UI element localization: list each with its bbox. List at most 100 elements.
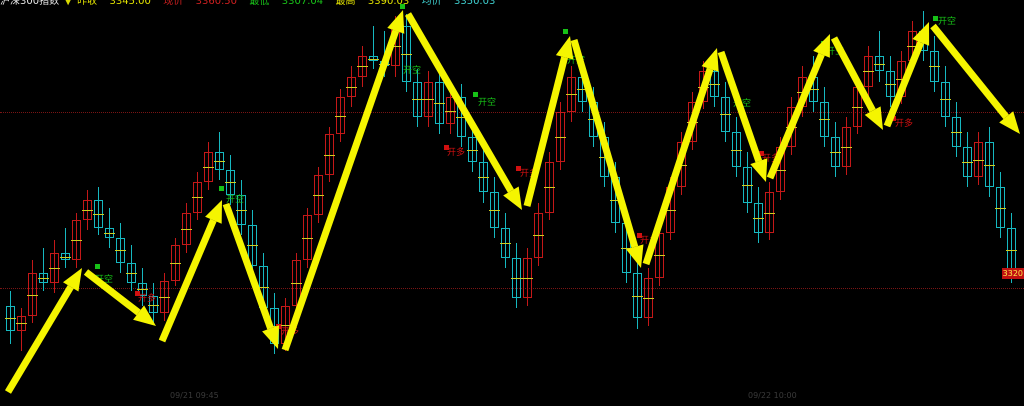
candle-wick xyxy=(384,31,385,77)
quote-value-4: 3350.03 xyxy=(453,0,496,7)
candle-body xyxy=(215,152,224,170)
candle-midline xyxy=(379,64,390,65)
signal-marker-short xyxy=(563,29,568,34)
quote-label-1: 现价 xyxy=(163,0,184,7)
candle-midline xyxy=(786,127,797,128)
candle-midline xyxy=(632,296,643,297)
candle-midline xyxy=(137,289,148,290)
candle-wick xyxy=(153,283,154,324)
time-axis: 09/21 09:45 09/22 10:00 xyxy=(0,389,1024,406)
candle-midline xyxy=(665,210,676,211)
candle-midline xyxy=(687,122,698,123)
signal-marker-long xyxy=(516,166,521,171)
candle-midline xyxy=(995,208,1006,209)
candle-midline xyxy=(148,305,159,306)
candle-midline xyxy=(247,245,258,246)
candle-midline xyxy=(423,99,434,100)
candle-midline xyxy=(346,87,357,88)
candle-midline xyxy=(544,187,555,188)
candle-body xyxy=(633,273,642,319)
candle-midline xyxy=(808,89,819,90)
candle-wick xyxy=(230,154,231,206)
candle-midline xyxy=(852,107,863,108)
candle-midline xyxy=(192,197,203,198)
candle-midline xyxy=(104,233,115,234)
signal-marker-short xyxy=(933,16,938,21)
symbol-name[interactable]: 沪深300指数 xyxy=(0,0,60,7)
candle-midline xyxy=(500,243,511,244)
candle-midline xyxy=(313,195,324,196)
candle-midline xyxy=(225,182,236,183)
candle-midline xyxy=(907,46,918,47)
candle-midline xyxy=(555,137,566,138)
candle-wick xyxy=(1011,212,1012,284)
candlestick-plot-area[interactable]: 开空 开多 开空 开多 开空 开空 开多 开多 开空 开多 开空 开多 开空 开多 开空 xyxy=(0,4,1024,389)
candle-midline xyxy=(599,157,610,158)
signal-label-short: 开空 xyxy=(403,66,422,76)
signal-marker-short xyxy=(821,41,826,46)
candle-midline xyxy=(797,92,808,93)
candle-midline xyxy=(940,99,951,100)
candle-midline xyxy=(731,150,742,151)
signal-marker-short xyxy=(473,92,478,97)
signal-label-long: 开多 xyxy=(895,119,914,129)
candle-wick xyxy=(494,177,495,238)
candle-midline xyxy=(49,268,60,269)
candle-wick xyxy=(98,187,99,236)
candle-wick xyxy=(54,240,55,294)
quote-label-0: 昨收 xyxy=(77,0,98,7)
candle-body xyxy=(743,167,752,203)
candle-midline xyxy=(643,298,654,299)
candle-midline xyxy=(577,89,588,90)
signal-marker-short xyxy=(728,77,733,82)
candle-wick xyxy=(648,268,649,326)
candle-midline xyxy=(753,218,764,219)
candle-wick xyxy=(978,131,979,185)
candle-midline xyxy=(1006,250,1017,251)
candle-midline xyxy=(962,162,973,163)
chevron-down-icon[interactable]: ▼ xyxy=(64,0,72,7)
candle-wick xyxy=(208,142,209,190)
candle-midline xyxy=(929,66,940,67)
candle-midline xyxy=(841,147,852,148)
candle-wick xyxy=(747,152,748,213)
signal-label-short: 开空 xyxy=(826,47,845,57)
quote-value-3: 3390.03 xyxy=(367,0,410,7)
candle-midline xyxy=(885,84,896,85)
candle-midline xyxy=(819,119,830,120)
candle-midline xyxy=(489,210,500,211)
candle-midline xyxy=(720,114,731,115)
candle-midline xyxy=(357,66,368,67)
candle-midline xyxy=(533,235,544,236)
candle-midline xyxy=(280,325,291,326)
candle-midline xyxy=(60,257,71,258)
candle-wick xyxy=(956,101,957,158)
candle-midline xyxy=(654,255,665,256)
axis-label-0: 09/21 09:45 xyxy=(170,391,219,400)
candle-body xyxy=(501,227,510,258)
candle-wick xyxy=(769,182,770,241)
quote-bar: 沪深300指数 ▼ 昨收 3345.00 现价 3360.50 最低 3307.… xyxy=(0,0,1024,11)
candle-body xyxy=(765,192,774,233)
candle-midline xyxy=(973,160,984,161)
candle-midline xyxy=(467,150,478,151)
signal-marker-short xyxy=(400,4,405,9)
candle-midline xyxy=(863,71,874,72)
signal-label-long: 开多 xyxy=(640,236,659,246)
candle-wick xyxy=(1000,172,1001,238)
candle-midline xyxy=(291,283,302,284)
quote-label-4: 均价 xyxy=(421,0,442,7)
candle-midline xyxy=(456,117,467,118)
candle-midline xyxy=(181,229,192,230)
candle-midline xyxy=(830,152,841,153)
candle-wick xyxy=(538,202,539,266)
signal-label-short: 开空 xyxy=(95,275,114,285)
candle-midline xyxy=(478,177,489,178)
candle-wick xyxy=(109,207,110,248)
candle-wick xyxy=(43,247,44,291)
candle-midline xyxy=(610,200,621,201)
candle-wick xyxy=(197,172,198,221)
candle-midline xyxy=(764,213,775,214)
signal-marker-short xyxy=(219,186,224,191)
candle-body xyxy=(974,142,983,178)
